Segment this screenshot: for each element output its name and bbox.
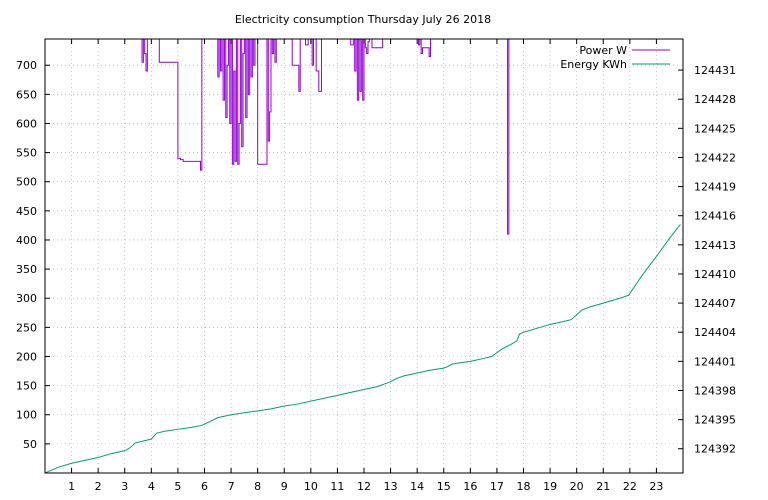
y2-tick-label: 124413 [694,239,736,252]
y2-tick-label: 124398 [694,384,736,397]
x-tick-label: 20 [570,480,584,493]
y-tick-label: 600 [16,117,37,130]
x-tick-label: 7 [228,480,235,493]
x-tick-label: 15 [437,480,451,493]
y2-tick-label: 124428 [694,93,736,106]
y2-tick-label: 124425 [694,122,736,135]
x-tick-label: 4 [148,480,155,493]
y2-tick-label: 124416 [694,210,736,223]
legend-label-power: Power W [579,44,627,57]
x-tick-label: 22 [623,480,637,493]
x-tick-label: 13 [384,480,398,493]
x-tick-label: 19 [543,480,557,493]
x-tick-label: 14 [410,480,424,493]
y2-tick-label: 124422 [694,151,736,164]
y2-tick-label: 124419 [694,181,736,194]
ticks [45,39,683,473]
x-tick-label: 11 [330,480,344,493]
y-tick-label: 200 [16,350,37,363]
y2-tick-label: 124395 [694,414,736,427]
x-tick-label: 3 [121,480,128,493]
y2-tick-label: 124401 [694,355,736,368]
y-tick-label: 50 [23,438,37,451]
x-tick-label: 9 [281,480,288,493]
y2-tick-label: 124410 [694,268,736,281]
y-tick-label: 150 [16,380,37,393]
x-tick-label: 17 [490,480,504,493]
y-tick-label: 550 [16,147,37,160]
tick-labels: 1 2 3 4 5 6 7 8 9 10 11 12 13 14 15 16 17 18 19 20 21 22 23501… [16,59,736,493]
y2-tick-label: 124392 [694,443,736,456]
y-tick-label: 400 [16,234,37,247]
legend-label-energy: Energy KWh [560,58,627,71]
series-line-energy [45,224,681,473]
x-tick-label: 21 [596,480,610,493]
grid [45,39,683,473]
legend: Power W Energy KWh [560,44,670,71]
series-line-power [139,39,511,235]
y-tick-label: 700 [16,59,37,72]
x-tick-label: 2 [95,480,102,493]
x-tick-label: 12 [357,480,371,493]
y-tick-label: 450 [16,205,37,218]
x-tick-label: 6 [201,480,208,493]
x-tick-label: 8 [254,480,261,493]
y2-tick-label: 124404 [694,326,736,339]
x-tick-label: 23 [649,480,663,493]
x-tick-label: 10 [304,480,318,493]
x-tick-label: 16 [463,480,477,493]
y-tick-label: 250 [16,321,37,334]
y-tick-label: 500 [16,176,37,189]
x-tick-label: 1 [68,480,75,493]
y-tick-label: 300 [16,292,37,305]
chart-title: Electricity consumption Thursday July 26… [235,13,491,26]
series-layer [45,39,681,473]
y-tick-label: 650 [16,88,37,101]
x-tick-label: 5 [174,480,181,493]
y-tick-label: 350 [16,263,37,276]
x-tick-label: 18 [517,480,531,493]
y2-tick-label: 124407 [694,297,736,310]
y-tick-label: 100 [16,409,37,422]
y2-tick-label: 124431 [694,64,736,77]
